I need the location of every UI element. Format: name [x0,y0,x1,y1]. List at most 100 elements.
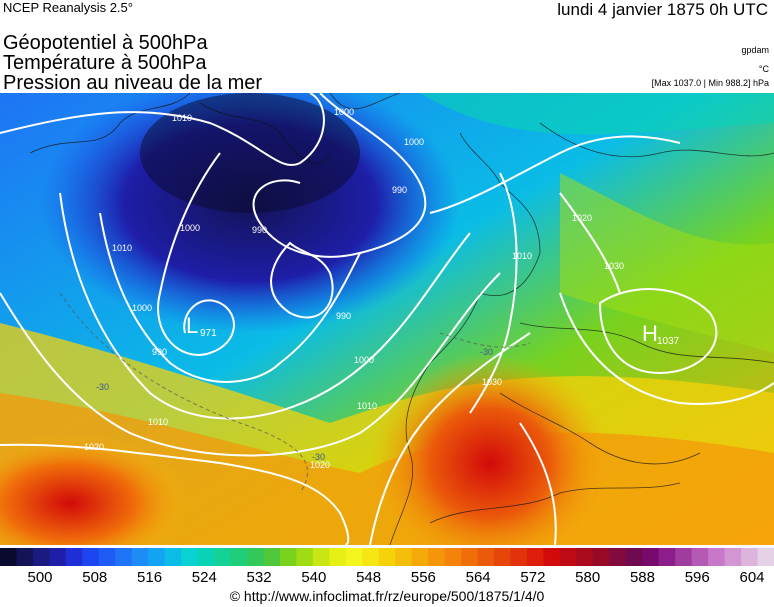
colorbar-swatch [576,548,594,566]
colorbar-swatch [658,548,676,566]
isobar-label: 1010 [112,243,132,253]
isobar-label: 990 [252,225,267,235]
colorbar-swatch [691,548,709,566]
isobar-label: 990 [392,185,407,195]
isobar-label: 1000 [334,107,354,117]
colorbar-tick-label: 524 [191,569,217,586]
colorbar-swatch [247,548,264,566]
colorbar-swatch [428,548,446,566]
isobar-label: 1000 [404,137,424,147]
isobars [0,93,774,545]
colorbar-swatch [526,548,544,566]
unit-gpdam: gpdam [741,45,769,55]
title-temperature: Température à 500hPa [3,52,207,74]
colorbar-swatch [49,548,67,566]
colorbar-swatch [263,548,281,566]
colorbar-swatch [32,548,50,566]
colorbar-swatch [444,548,462,566]
colorbar-tick-label: 548 [356,569,382,586]
colorbar-swatch [510,548,528,566]
colorbar-swatch [16,548,34,566]
isobar-label: 1000 [132,303,152,313]
isobar-label: 1030 [604,261,624,271]
isobar-label: 1010 [357,401,377,411]
colorbar-swatch [214,548,232,566]
colorbar-swatch [65,548,83,566]
colorbar-swatch [592,548,610,566]
isobar-label: 1010 [148,417,168,427]
map-panel: 1010 1000 1000 990 990 1000 1010 1000 990 990 1000… [0,93,774,545]
colorbar-tick-label: 580 [575,569,601,586]
unit-celsius: °C [758,64,769,74]
footer-copyright[interactable]: © http://www.infoclimat.fr/rz/europe/500… [229,588,545,604]
isobar-label: 1020 [84,442,104,452]
colorbar-swatch [82,548,100,566]
pressure-center-value: 971 [200,328,217,339]
colorbar-swatch [131,548,149,566]
isobar-label: 1030 [482,377,502,387]
colorbar-swatch [675,548,693,566]
isobar-label: 1010 [172,113,192,123]
colorbar-swatch [362,548,380,566]
pressure-center-value: 1037 [657,336,680,347]
isobar-label: 1000 [180,223,200,233]
isotherm-label: -30 [312,452,325,462]
temperature-labels: -30 -30 -30 [96,347,493,462]
colorbar-swatch [279,548,297,566]
isotherm-label: -30 [480,347,493,357]
colorbar-tick-label: 572 [520,569,546,586]
colorbar-swatch [411,548,429,566]
colorbar-swatch [148,548,166,566]
colorbar-tick-label: 588 [629,569,655,586]
colorbar-swatch [559,548,577,566]
colorbar-swatch [757,548,774,566]
colorbar-swatch [296,548,314,566]
pressure-centers: L 971 H 1037 [186,313,680,347]
colorbar-swatch [724,548,742,566]
colorbar-swatch [181,548,199,566]
isotherm-label: -30 [96,382,109,392]
colorbar-swatch [115,548,133,566]
isobar-label: 1020 [572,213,592,223]
colorbar-swatch [477,548,495,566]
isobar-label: 1020 [310,460,330,470]
colorbar-swatch [708,548,726,566]
colorbar-swatch [378,548,396,566]
isobar-label: 990 [336,311,351,321]
temperature-field [0,93,774,545]
colorbar-swatch [609,548,627,566]
colorbar-swatch [98,548,116,566]
colorbar-swatch [741,548,759,566]
colorbar-swatch [494,548,512,566]
colorbar-tick-label: 508 [82,569,108,586]
colorbar-swatch [329,548,347,566]
colorbar-swatch [461,548,479,566]
date-label: lundi 4 janvier 1875 0h UTC [557,0,768,19]
colorbar-ticks: 500 508 516 524 532 540 548 556 564 572 580 588 596 6… [0,569,774,589]
isobar-label: 1000 [354,355,374,365]
isobar-label: 990 [152,347,167,357]
temperature-isotherms [59,292,531,494]
unit-pressure-range: [Max 1037.0 | Min 988.2] hPa [651,78,769,88]
colorbar-swatch [197,548,215,566]
coastlines [29,93,774,545]
colorbar-swatch [543,548,561,566]
colorbar-swatch [625,548,643,566]
colorbar-tick-label: 532 [246,569,272,586]
colorbar-tick-label: 500 [27,569,53,586]
colorbar [0,548,774,566]
colorbar-tick-label: 540 [301,569,327,586]
colorbar-tick-label: 516 [137,569,163,586]
colorbar-swatch [0,548,17,566]
isobar-labels: 1010 1000 1000 990 990 1000 1010 1000 990 990 1000… [84,107,624,470]
high-pressure-marker: H [642,321,658,346]
colorbar-tick-label: 604 [739,569,765,586]
title-geopotential: Géopotentiel à 500hPa [3,32,208,54]
colorbar-tick-label: 564 [465,569,491,586]
source-label: NCEP Reanalysis 2.5° [3,0,133,15]
colorbar-swatch [164,548,182,566]
colorbar-tick-label: 596 [684,569,710,586]
colorbar-swatch [345,548,363,566]
isobar-label: 1010 [512,251,532,261]
colorbar-tick-label: 556 [410,569,436,586]
